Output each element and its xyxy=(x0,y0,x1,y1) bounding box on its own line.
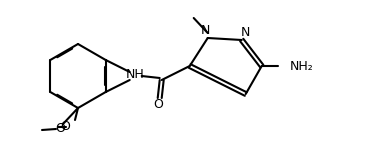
Text: O: O xyxy=(55,122,65,134)
Text: O: O xyxy=(60,121,70,134)
Text: O: O xyxy=(153,97,163,110)
Text: N: N xyxy=(241,25,250,39)
Text: NH: NH xyxy=(125,69,144,82)
Text: N: N xyxy=(201,24,211,36)
Text: NH₂: NH₂ xyxy=(290,60,314,73)
